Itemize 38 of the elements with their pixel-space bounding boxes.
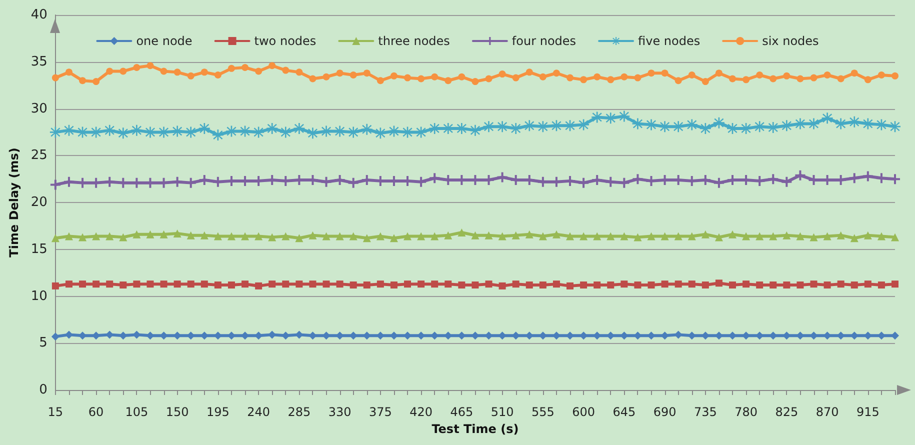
y-tick-label: 0 [39, 382, 48, 398]
x-tick-label: 690 [653, 405, 676, 419]
y-tick-label: 25 [30, 148, 48, 164]
y-axis-title: Time Delay (ms) [7, 148, 21, 258]
legend-label: one node [136, 34, 192, 48]
y-tick-label: 15 [30, 242, 48, 257]
x-tick-label: 465 [450, 405, 474, 419]
x-tick-label: 555 [531, 405, 554, 419]
y-tick-label: 10 [30, 288, 48, 304]
x-tick-label: 285 [288, 405, 311, 419]
legend-label: four nodes [512, 34, 576, 48]
x-tick-label: 600 [572, 405, 596, 419]
legend-label: two nodes [254, 34, 316, 48]
x-tick-label: 870 [816, 405, 839, 419]
x-tick-label: 735 [694, 405, 717, 419]
x-tick-label: 105 [125, 405, 148, 419]
x-tick-label: 150 [166, 405, 189, 419]
x-tick-label: 825 [775, 405, 798, 419]
x-tick-label: 375 [368, 405, 392, 419]
x-tick-label: 780 [734, 405, 758, 419]
y-tick-label: 40 [30, 8, 48, 22]
x-tick-label: 915 [856, 405, 880, 419]
y-tick-label: 35 [30, 54, 48, 70]
x-tick-label: 195 [206, 405, 230, 419]
legend-label: six nodes [762, 34, 819, 48]
x-tick-label: 60 [88, 405, 104, 419]
x-tick-label: 15 [48, 405, 64, 419]
x-tick-label: 240 [247, 405, 270, 419]
x-tick-label: 330 [328, 405, 352, 419]
x-tick-label: 510 [490, 405, 514, 419]
y-tick-label: 20 [30, 195, 48, 210]
y-tick-label: 5 [39, 336, 48, 351]
legend-label: three nodes [378, 34, 450, 48]
x-tick-label: 645 [612, 405, 636, 419]
y-tick-label: 30 [30, 101, 48, 116]
x-tick-label: 420 [410, 405, 433, 419]
x-axis-title: Test Time (s) [432, 422, 519, 436]
legend-label: five nodes [638, 34, 700, 48]
